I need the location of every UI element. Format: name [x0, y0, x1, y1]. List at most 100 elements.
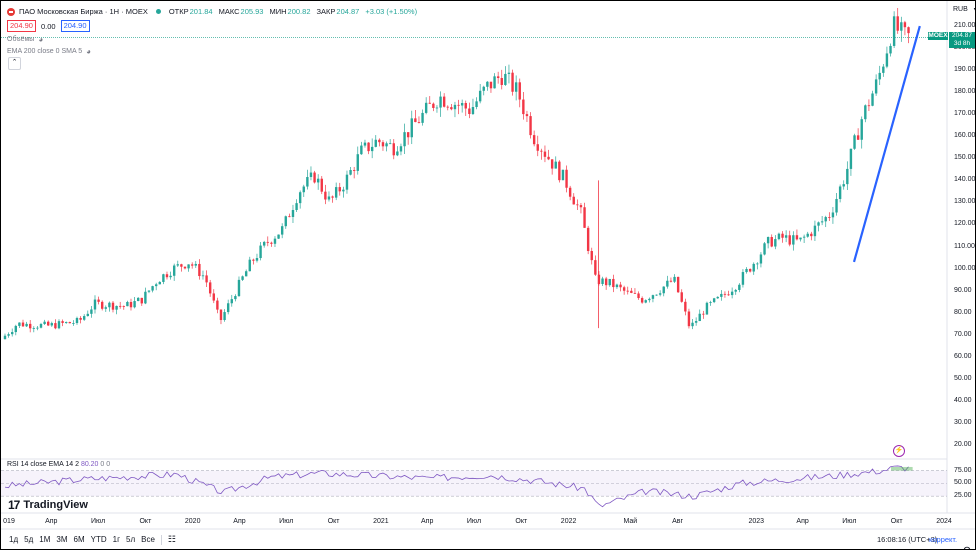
rsi-line: [4, 465, 909, 508]
candle-body: [568, 187, 572, 197]
eye-slash-icon[interactable]: ◕: [38, 35, 44, 44]
candle-body: [280, 226, 284, 235]
candle-body: [907, 27, 910, 34]
price-tick: 150.00: [954, 154, 976, 162]
symbol-legend: ПАО Московская Биржа · 1Н · MOEX ОТКР201…: [7, 7, 423, 16]
candle-body: [871, 93, 874, 106]
ohlc-label: МАКС: [218, 7, 240, 16]
currency-selector[interactable]: RUB ▾: [953, 6, 975, 13]
timeframe-button[interactable]: Все: [141, 535, 155, 544]
candle-body: [633, 292, 637, 294]
candle-body: [403, 132, 406, 147]
bid-ask-row: 204.90 0.00 204.90: [7, 20, 90, 32]
candle-body: [234, 296, 237, 300]
candle-body: [316, 178, 320, 183]
candle-body: [226, 303, 230, 313]
candle-body: [241, 276, 244, 280]
candle-body: [21, 322, 25, 327]
candle-body: [7, 334, 10, 336]
candle-body: [363, 142, 367, 146]
candle-body: [111, 302, 115, 310]
adjust-button[interactable]: коррект.: [929, 535, 958, 544]
candle-body: [766, 237, 770, 244]
ema-legend[interactable]: EMA 200 close 0 SMA 5 ◕: [7, 47, 91, 56]
candle-body: [169, 275, 172, 278]
price-tick: 130.00: [954, 198, 976, 206]
ohlc-value: 200.82: [287, 7, 311, 16]
eye-slash-icon[interactable]: ◕: [86, 47, 91, 56]
sell-price-box[interactable]: 204.90: [7, 20, 36, 32]
toolbar-divider: [160, 534, 162, 545]
timeframe-button[interactable]: 5л: [126, 535, 136, 544]
buy-price-box[interactable]: 204.90: [60, 20, 90, 32]
candle-body: [230, 299, 233, 304]
date-range-icon[interactable]: ☷: [167, 534, 176, 544]
candle-body: [507, 72, 511, 74]
candle-body: [172, 265, 176, 276]
candle-body: [295, 203, 298, 211]
lightning-icon[interactable]: ⚡: [893, 445, 905, 457]
candle-body: [496, 76, 500, 79]
candle-body: [709, 302, 712, 303]
candle-body: [842, 184, 845, 187]
candle-body: [532, 135, 536, 145]
candle-body: [36, 327, 39, 329]
timeframe-button[interactable]: 1г: [112, 535, 120, 544]
candle-body: [774, 239, 777, 247]
candle-body: [900, 22, 903, 31]
rsi-tick: 25.00: [954, 492, 972, 500]
candle-body: [817, 222, 820, 226]
ohlc-label: МИН: [269, 7, 287, 16]
ohlc-value: 204.87: [336, 7, 360, 16]
rsi-value: 80.20: [80, 461, 99, 468]
time-tick: Май: [623, 518, 638, 525]
candle-body: [46, 321, 50, 326]
candle-body: [284, 216, 287, 227]
candle-body: [504, 73, 507, 85]
clock[interactable]: 16:08:16 (UTC+3): [877, 535, 938, 544]
candle-body: [529, 116, 532, 136]
candle-body: [201, 275, 205, 277]
candle-body: [802, 236, 806, 238]
candle-body: [219, 309, 223, 321]
price-tick: 160.00: [954, 132, 976, 140]
candle-body: [540, 150, 543, 152]
candle-body: [705, 302, 709, 315]
timeframe-button[interactable]: 1М: [39, 535, 51, 544]
candle-body: [306, 177, 309, 187]
timeframe-button[interactable]: 1д: [9, 535, 19, 544]
timeframe-button[interactable]: YTD: [90, 535, 107, 544]
volume-legend[interactable]: Объёмы ◕: [7, 35, 43, 44]
candle-body: [216, 300, 219, 310]
gear-icon[interactable]: [963, 546, 971, 550]
candle-body: [846, 168, 849, 185]
candle-body: [158, 281, 161, 285]
candle-body: [428, 102, 431, 104]
timeframe-button[interactable]: 6М: [73, 535, 85, 544]
candle-body: [410, 118, 413, 138]
candle-body: [10, 332, 14, 335]
ohlc-value: +3.03 (+1.50%): [365, 7, 418, 16]
candle-body: [752, 263, 755, 272]
candle-body: [738, 284, 741, 290]
rsi-legend[interactable]: RSI 14 close EMA 14 2 80.20 0 0: [7, 461, 110, 468]
candle-body: [781, 233, 784, 238]
rsi-extra: 0 0: [100, 461, 111, 468]
collapse-legend-button[interactable]: ⌃: [8, 57, 21, 70]
timeframe-button[interactable]: 3М: [56, 535, 68, 544]
candle-body: [406, 132, 410, 138]
candle-body: [446, 106, 449, 108]
rsi-tick: 75.00: [954, 466, 972, 474]
candle-body: [648, 298, 651, 301]
candle-body: [864, 105, 867, 120]
timeframe-button[interactable]: 5д: [24, 535, 34, 544]
candle-body: [356, 154, 359, 171]
time-tick: Июл: [842, 518, 857, 525]
candle-body: [471, 107, 475, 115]
tradingview-logo[interactable]: 17 TradingView: [8, 498, 88, 512]
symbol-title[interactable]: ПАО Московская Биржа · 1Н · MOEX: [19, 7, 148, 16]
candle-body: [896, 16, 899, 31]
candle-body: [349, 170, 352, 175]
candle-body: [586, 227, 590, 252]
